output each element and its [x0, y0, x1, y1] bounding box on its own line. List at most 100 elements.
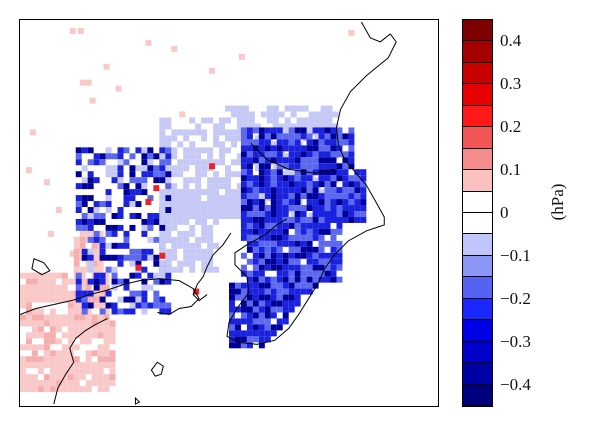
negative-anomaly-cell — [246, 324, 253, 331]
positive-anomaly-cell — [73, 302, 80, 309]
negative-anomaly-cell — [147, 171, 154, 178]
negative-anomaly-cell — [189, 224, 196, 231]
negative-anomaly-cell — [195, 159, 202, 166]
negative-anomaly-cell — [117, 242, 124, 249]
negative-anomaly-cell — [258, 312, 265, 319]
negative-anomaly-cell — [246, 288, 253, 295]
negative-anomaly-cell — [348, 127, 355, 134]
negative-anomaly-cell — [141, 308, 148, 315]
negative-anomaly-cell — [87, 147, 94, 154]
negative-anomaly-cell — [252, 276, 259, 283]
negative-anomaly-cell — [141, 171, 148, 178]
negative-anomaly-cell — [141, 302, 148, 309]
negative-anomaly-cell — [270, 252, 277, 259]
positive-anomaly-cell — [25, 278, 32, 285]
positive-anomaly-cell — [61, 386, 68, 393]
negative-anomaly-cell — [123, 183, 130, 190]
colorbar-tick-label: −0.2 — [500, 288, 531, 308]
colorbar-tick-label: 0.2 — [500, 117, 522, 137]
positive-anomaly-cell — [49, 356, 56, 363]
negative-anomaly-cell — [129, 165, 136, 172]
negative-anomaly-cell — [111, 254, 118, 261]
negative-anomaly-cell — [282, 294, 289, 301]
negative-anomaly-cell — [117, 159, 124, 166]
negative-anomaly-cell — [282, 133, 289, 140]
negative-anomaly-cell — [330, 199, 337, 206]
negative-anomaly-cell — [123, 284, 130, 291]
negative-anomaly-cell — [75, 284, 82, 291]
negative-anomaly-cell — [348, 211, 355, 217]
positive-anomaly-cell — [49, 290, 56, 297]
positive-anomaly-cell — [37, 326, 44, 333]
negative-anomaly-cell — [219, 117, 226, 124]
negative-anomaly-cell — [264, 133, 271, 140]
negative-anomaly-cell — [330, 234, 337, 241]
negative-anomaly-cell — [282, 252, 289, 259]
positive-anomaly-cell — [49, 374, 56, 381]
positive-anomaly-cell — [97, 320, 104, 327]
negative-anomaly-cell — [201, 159, 208, 166]
negative-anomaly-cell — [330, 181, 337, 188]
positive-anomaly-cell — [238, 53, 245, 60]
negative-anomaly-cell — [276, 127, 283, 134]
negative-anomaly-cell — [276, 306, 283, 313]
negative-anomaly-cell — [177, 230, 184, 237]
negative-anomaly-cell — [207, 266, 214, 273]
negative-anomaly-cell — [266, 117, 273, 124]
positive-anomaly-cell — [49, 338, 56, 345]
negative-anomaly-cell — [342, 181, 349, 188]
negative-anomaly-cell — [183, 189, 190, 196]
negative-anomaly-cell — [252, 127, 259, 134]
negative-anomaly-cell — [87, 290, 94, 297]
negative-anomaly-cell — [276, 216, 283, 223]
positive-anomaly-cell — [91, 320, 98, 327]
negative-anomaly-cell — [312, 258, 319, 265]
negative-anomaly-cell — [75, 296, 82, 303]
positive-anomaly-cell — [85, 350, 92, 357]
negative-anomaly-cell — [276, 133, 283, 140]
positive-anomaly-cell — [31, 380, 38, 387]
negative-anomaly-cell — [123, 230, 130, 237]
negative-anomaly-cell — [99, 236, 106, 243]
positive-anomaly-cell — [43, 338, 50, 345]
colorbar-tick-label: −0.1 — [500, 245, 531, 265]
positive-anomaly-cell — [103, 380, 110, 387]
positive-anomaly-cell — [79, 386, 86, 393]
negative-anomaly-cell — [111, 302, 118, 309]
negative-anomaly-cell — [270, 145, 277, 152]
positive-anomaly-cell — [85, 368, 92, 375]
negative-anomaly-cell — [342, 151, 349, 158]
negative-anomaly-cell — [171, 248, 178, 255]
negative-anomaly-cell — [129, 224, 136, 231]
negative-anomaly-cell — [270, 181, 277, 188]
negative-anomaly-cell — [177, 195, 184, 202]
negative-anomaly-cell — [207, 254, 214, 261]
negative-anomaly-cell — [264, 222, 271, 229]
island-2 — [134, 396, 141, 405]
negative-anomaly-cell — [312, 276, 319, 283]
negative-anomaly-cell — [266, 105, 273, 112]
negative-anomaly-cell — [153, 278, 160, 285]
negative-anomaly-cell — [75, 159, 82, 166]
positive-anomaly-cell — [97, 386, 104, 393]
negative-anomaly-cell — [348, 193, 355, 200]
negative-anomaly-cell — [282, 288, 289, 295]
negative-anomaly-cell — [159, 224, 166, 231]
negative-anomaly-cell — [294, 211, 301, 217]
negative-anomaly-cell — [240, 300, 247, 307]
positive-anomaly-cell — [49, 380, 56, 387]
negative-anomaly-cell — [183, 129, 190, 136]
negative-anomaly-cell — [288, 252, 295, 259]
negative-anomaly-cell — [264, 234, 271, 241]
negative-anomaly-cell — [75, 218, 82, 225]
negative-anomaly-cell — [252, 294, 259, 301]
negative-anomaly-cell — [294, 240, 301, 247]
negative-anomaly-cell — [81, 177, 88, 184]
positive-anomaly-cell — [20, 374, 26, 381]
negative-anomaly-cell — [240, 288, 247, 295]
negative-anomaly-cell — [81, 218, 88, 225]
negative-anomaly-cell — [117, 296, 124, 303]
negative-anomaly-cell — [306, 264, 313, 271]
positive-anomaly-cell — [91, 260, 98, 267]
negative-anomaly-cell — [258, 211, 265, 217]
